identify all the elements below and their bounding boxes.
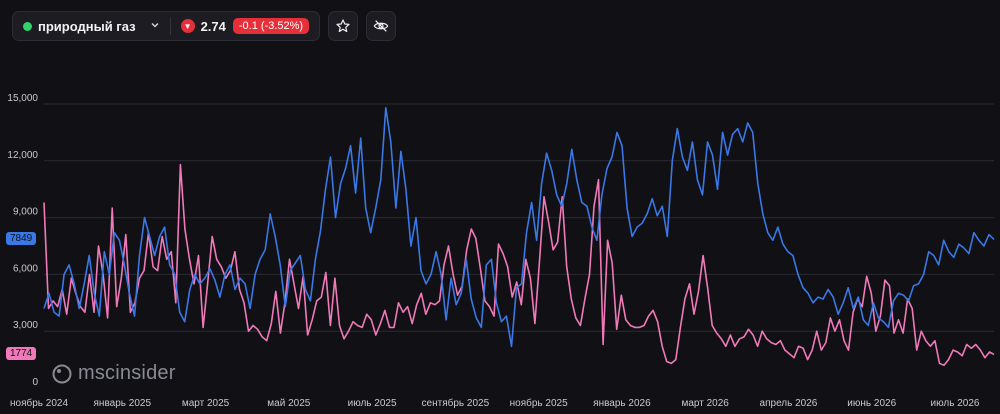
star-icon [336, 19, 350, 33]
change-badge: -0.1 (-3.52%) [232, 18, 310, 34]
y-tick-label: 9,000 [13, 207, 38, 218]
y-tick-label: 0 [32, 377, 38, 388]
hide-button[interactable] [366, 11, 397, 41]
y-tick-label: 3,000 [13, 320, 38, 331]
eye-off-icon [373, 20, 389, 32]
x-tick-label: март 2025 [182, 398, 230, 409]
series-blue-last-value: 7849 [6, 232, 37, 246]
logo-icon [52, 364, 72, 383]
y-tick-label: 6,000 [13, 263, 38, 274]
logo-text: mscinsider [78, 362, 176, 384]
chevron-down-icon[interactable] [150, 20, 160, 33]
x-tick-label: июнь 2026 [847, 398, 896, 409]
y-tick-label: 15,000 [7, 93, 38, 104]
series-pink-line [43, 163, 995, 367]
x-tick-label: ноябрь 2025 [510, 397, 568, 409]
x-tick-label: июль 2026 [931, 398, 980, 409]
x-tick-label: март 2026 [681, 398, 729, 409]
x-axis-ticks: ноябрь 2024 январь 2025 март 2025 май 2025 и… [10, 397, 980, 409]
y-axis-ticks: 15,000 12,000 9,000 6,000 3,000 0 [7, 93, 38, 388]
ticker-selector[interactable]: природный газ ▼ 2.74 -0.1 (-3.52%) [12, 11, 321, 41]
favorite-button[interactable] [328, 11, 359, 41]
x-tick-label: сентябрь 2025 [422, 397, 490, 409]
divider [169, 17, 171, 35]
price-value: 2.74 [200, 18, 226, 34]
x-tick-label: май 2025 [267, 398, 310, 409]
brand-logo: mscinsider [52, 362, 176, 385]
x-tick-label: ноябрь 2024 [10, 397, 68, 409]
series-blue-line [43, 107, 995, 348]
grid-lines [44, 103, 994, 332]
toolbar: природный газ ▼ 2.74 -0.1 (-3.52%) [12, 11, 397, 41]
x-tick-label: июль 2025 [348, 398, 397, 409]
series-pink-last-value: 1774 [6, 347, 37, 361]
triangle-down-icon: ▼ [180, 19, 195, 33]
y-tick-label: 12,000 [7, 150, 38, 161]
x-tick-label: январь 2026 [593, 398, 651, 409]
ticker-name: природный газ [38, 18, 136, 34]
series-lines [43, 107, 995, 367]
status-dot-icon [23, 21, 32, 31]
x-tick-label: апрель 2026 [760, 398, 818, 409]
x-tick-label: январь 2025 [94, 398, 152, 409]
